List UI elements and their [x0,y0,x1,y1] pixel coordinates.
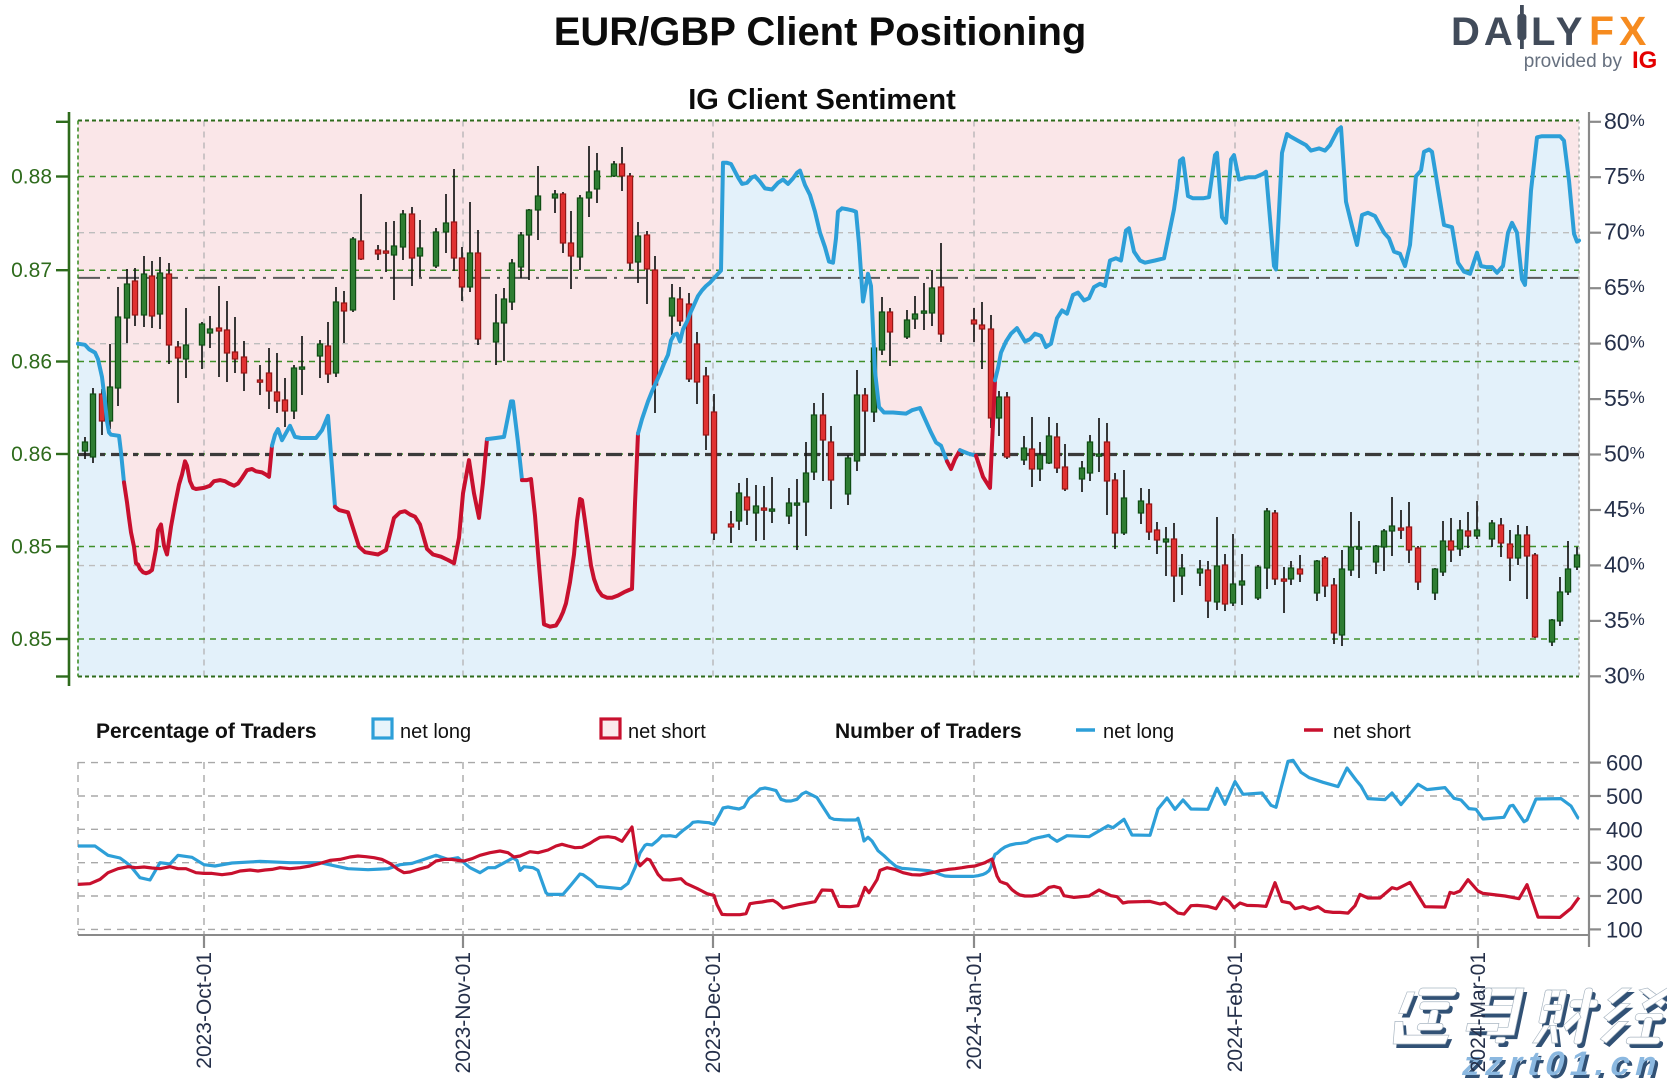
svg-text:Percentage of Traders: Percentage of Traders [96,720,317,743]
svg-text:300: 300 [1606,851,1643,876]
svg-text:40%: 40% [1604,551,1645,577]
svg-text:400: 400 [1606,817,1643,842]
svg-text:45%: 45% [1604,496,1645,522]
svg-text:2023-Nov-01: 2023-Nov-01 [452,952,475,1073]
svg-text:Number of Traders: Number of Traders [835,720,1022,743]
svg-text:80%: 80% [1604,108,1645,134]
svg-text:DA: DA [1451,10,1517,54]
svg-text:55%: 55% [1604,385,1645,411]
svg-text:600: 600 [1606,751,1643,776]
svg-text:0.88: 0.88 [11,166,52,189]
svg-text:net long: net long [400,721,471,743]
svg-text:zzrt01.cn: zzrt01.cn [1462,1048,1667,1082]
svg-text:200: 200 [1606,884,1643,909]
svg-text:75%: 75% [1604,163,1645,189]
svg-text:2024-Feb-01: 2024-Feb-01 [1224,952,1247,1072]
svg-text:2024-Mar-01: 2024-Mar-01 [1467,952,1490,1072]
svg-text:0.86: 0.86 [11,443,52,466]
svg-text:0.85: 0.85 [11,628,52,651]
svg-text:provided by: provided by [1524,51,1623,72]
svg-text:LY: LY [1531,10,1586,54]
svg-text:IG Client Sentiment: IG Client Sentiment [688,84,956,116]
svg-text:50%: 50% [1604,441,1645,467]
svg-text:2023-Dec-01: 2023-Dec-01 [702,952,725,1073]
svg-text:net short: net short [628,721,706,743]
svg-text:net short: net short [1333,721,1411,743]
svg-text:0.85: 0.85 [11,536,52,559]
svg-text:35%: 35% [1604,607,1645,633]
svg-text:65%: 65% [1604,274,1645,300]
svg-text:FX: FX [1589,8,1651,54]
svg-text:70%: 70% [1604,219,1645,245]
svg-text:net long: net long [1103,721,1174,743]
svg-text:EUR/GBP Client Positioning: EUR/GBP Client Positioning [554,10,1087,54]
svg-text:0.86: 0.86 [11,351,52,374]
svg-text:500: 500 [1606,784,1643,809]
svg-text:2023-Oct-01: 2023-Oct-01 [193,952,216,1069]
svg-text:100: 100 [1606,917,1643,942]
svg-text:0.87: 0.87 [11,259,52,282]
svg-text:30%: 30% [1604,662,1645,688]
svg-text:2024-Jan-01: 2024-Jan-01 [963,952,986,1070]
svg-text:60%: 60% [1604,330,1645,356]
svg-text:zzrt01.cn: zzrt01.cn [1459,1045,1667,1082]
svg-text:IG: IG [1632,47,1657,74]
